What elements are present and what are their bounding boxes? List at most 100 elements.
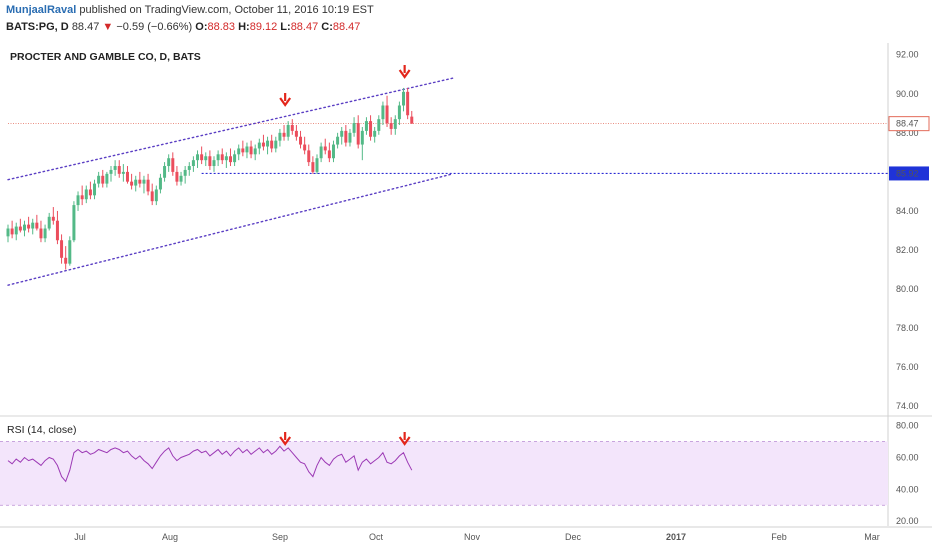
candle-body [344, 130, 348, 143]
candle-body [6, 228, 10, 237]
candle-body [84, 189, 88, 200]
candle-body [208, 156, 212, 167]
candle-body [35, 222, 39, 229]
candle-body [216, 154, 220, 161]
candle-body [134, 179, 138, 186]
open-value: 88.83 [207, 21, 236, 33]
time-tick-label: 2017 [666, 532, 686, 542]
channel-lower-line [7, 173, 454, 286]
arrow-head [398, 436, 411, 446]
candle-body [212, 160, 216, 167]
candle-body [68, 240, 72, 264]
candle-body [179, 175, 183, 182]
chart-title: PROCTER AND GAMBLE CO, D, BATS [10, 51, 201, 63]
candle-body [121, 171, 125, 174]
price-tick-label: 76.00 [896, 362, 919, 372]
candle-body [360, 130, 364, 145]
candle-body [331, 144, 335, 159]
candle-body [43, 228, 47, 239]
candle-body [10, 228, 14, 235]
open-label: O: [195, 21, 208, 33]
candle-body [340, 130, 344, 137]
candle-body [233, 154, 237, 163]
candle-body [228, 156, 232, 163]
price-tick-label: 84.00 [896, 206, 919, 216]
candle-body [377, 119, 381, 131]
candle-body [97, 175, 101, 184]
arrow-head [279, 436, 292, 446]
down-arrow-icon [279, 93, 292, 107]
candle-body [113, 166, 117, 170]
time-tick-label: Oct [369, 532, 384, 542]
channel-upper-line [7, 77, 454, 181]
symbol-name: BATS:PG, D [6, 21, 69, 33]
price-tick-label: 90.00 [896, 89, 919, 99]
time-tick-label: Sep [272, 532, 288, 542]
author-link[interactable]: MunjaalRaval [6, 4, 77, 16]
down-triangle-icon: ▼ [102, 21, 114, 33]
rsi-tick-label: 80.00 [896, 421, 919, 431]
symbol-line: BATS:PG, D 88.47 ▼ −0.59 (−0.66%) O:88.8… [6, 20, 360, 34]
high-value: 89.12 [249, 21, 278, 33]
candle-body [282, 132, 286, 137]
support-tag [889, 166, 929, 181]
candle-body [290, 125, 294, 131]
published-header: MunjaalRaval published on TradingView.co… [6, 3, 374, 17]
candle-body [130, 181, 134, 186]
rsi-title: RSI (14, close) [7, 424, 77, 436]
candle-body [204, 156, 208, 161]
time-tick-label: Feb [771, 532, 787, 542]
candle-body [245, 146, 249, 153]
candle-body [27, 224, 31, 229]
candle-body [183, 169, 187, 176]
candle-body [175, 171, 179, 182]
candle-body [171, 158, 175, 172]
rsi-down-arrow-icon [398, 432, 411, 446]
candle-body [22, 224, 26, 231]
rsi-band [0, 441, 888, 506]
candle-body [307, 150, 311, 163]
candle-body [39, 228, 43, 239]
candle-body [220, 154, 224, 161]
change-value: −0.59 (−0.66%) [116, 21, 193, 33]
price-tick-label: 92.00 [896, 50, 919, 60]
candle-body [76, 195, 80, 206]
candle-body [163, 166, 167, 178]
support-tag-label: 85.92 [896, 168, 919, 178]
candle-body [72, 205, 76, 241]
candle-body [105, 173, 109, 184]
candle-body [270, 140, 274, 149]
rsi-tick-label: 60.00 [896, 452, 919, 462]
candle-body [146, 179, 150, 192]
candle-body [406, 91, 410, 116]
candle-body [257, 142, 261, 149]
candle-body [323, 146, 327, 151]
candle-body [356, 123, 360, 145]
time-tick-label: Nov [464, 532, 481, 542]
down-arrow-icon [398, 65, 411, 79]
price-tick-label: 82.00 [896, 245, 919, 255]
candle-body [253, 148, 257, 155]
arrow-head [279, 97, 292, 107]
candle-body [348, 132, 352, 143]
candle-body [93, 183, 97, 196]
candle-body [101, 175, 105, 184]
candle-body [261, 142, 265, 147]
time-tick-label: Dec [565, 532, 582, 542]
candle-body [237, 148, 241, 155]
candle-body [274, 140, 278, 149]
rsi-down-arrow-icon [279, 432, 292, 446]
time-tick-label: Jul [74, 532, 86, 542]
candle-body [60, 240, 64, 258]
candle-body [319, 146, 323, 159]
candle-body [373, 130, 377, 137]
candle-body [393, 119, 397, 129]
candle-body [266, 140, 270, 147]
candle-body [224, 156, 228, 161]
candle-body [402, 91, 406, 106]
candle-body [315, 158, 319, 172]
price-tick-label: 74.00 [896, 401, 919, 411]
candle-body [303, 144, 307, 151]
candle-body [167, 158, 171, 167]
